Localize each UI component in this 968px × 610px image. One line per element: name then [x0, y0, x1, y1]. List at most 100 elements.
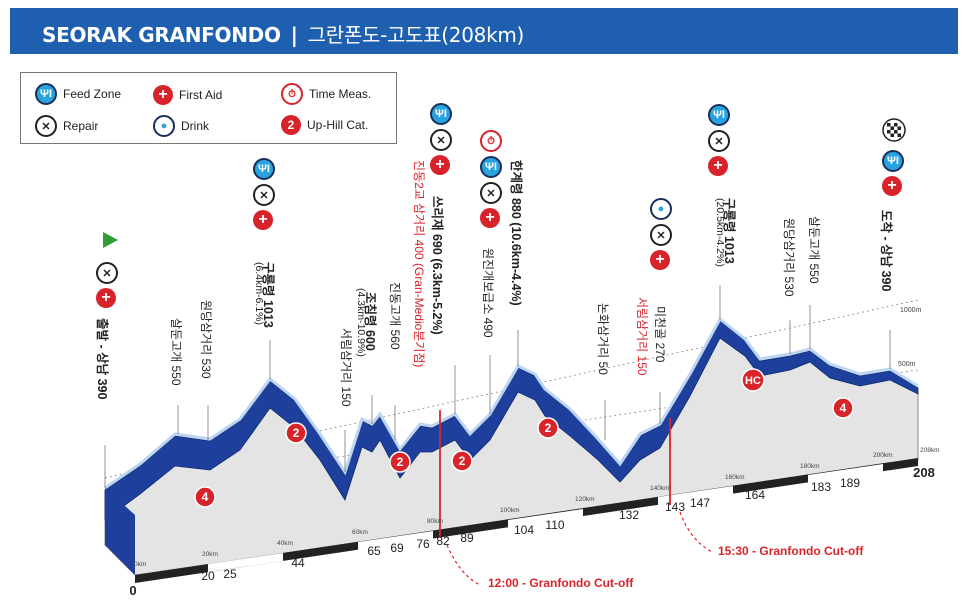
- cutoff-label-1: 12:00 - Granfondo Cut-off: [488, 576, 634, 590]
- km-point-147: 147: [689, 496, 711, 510]
- km-point-132: 132: [618, 508, 640, 522]
- guryong1-station-icons: ΨΙ ✕ +: [253, 158, 275, 230]
- km-point-189: 189: [839, 476, 861, 490]
- category-marker-1: [194, 486, 216, 508]
- label-salungogae2: 살둔고개 550: [807, 216, 821, 284]
- water-drop-icon: ●: [650, 198, 672, 220]
- category-label-1: 4: [202, 490, 209, 504]
- km-grid-label-20: 20km: [202, 551, 218, 558]
- label-jindonggogae: 진동고개 560: [388, 282, 402, 350]
- title-banner: SEORAK GRANFONDO | 그란폰도-고도표(208km): [10, 8, 958, 54]
- label-ssirijae: 쓰리재 690 (6.3km-5.2%): [430, 196, 444, 335]
- category-label-2: 2: [293, 426, 300, 440]
- wrench-screwdriver-icon: ✕: [480, 182, 502, 204]
- category-label-3: 2: [397, 455, 404, 469]
- category-marker-2: [285, 422, 307, 444]
- stopwatch-icon: ⏱: [281, 83, 303, 105]
- category-marker-6: [741, 368, 765, 392]
- start-station-icons: ✕ +: [96, 262, 118, 308]
- label-salungogae1: 살둔고개 550: [169, 318, 183, 386]
- category-markers: 4 2 2 2 2 HC 4: [194, 368, 854, 508]
- ssirijae-station-icons: ΨΙ ✕ +: [430, 103, 452, 175]
- category-marker-7: [832, 397, 854, 419]
- km-grid-label-80: 80km: [427, 518, 443, 525]
- km-point-0: 0: [129, 583, 137, 598]
- first-aid-icon: +: [253, 210, 273, 230]
- legend-repair-label: Repair: [63, 119, 99, 133]
- label-nonhwa: 논화삼거리 50: [596, 303, 610, 375]
- km-point-65: 65: [367, 544, 381, 558]
- wrench-screwdriver-icon: ✕: [430, 129, 452, 151]
- legend-feed-zone: ΨΙ Feed Zone: [35, 83, 121, 105]
- legend-uphill-cat: 2 Up-Hill Cat.: [281, 115, 368, 135]
- alt-500-label: 500m: [898, 361, 916, 368]
- profile-edge: [104, 316, 919, 490]
- stopwatch-icon: ⏱: [480, 130, 502, 152]
- legend-box: ΨΙ Feed Zone + First Aid ⏱ Time Meas. ✕ …: [20, 72, 397, 144]
- category-label-4: 2: [459, 454, 466, 468]
- label-wondang1: 원당삼거리 530: [199, 300, 213, 379]
- label-guryong2-grade: (20.5km-4.2%): [714, 198, 726, 267]
- km-grid-label-180: 180km: [800, 463, 820, 470]
- category-label-6: HC: [745, 375, 761, 387]
- legend-time-meas-label: Time Meas.: [309, 87, 372, 101]
- km-grid-label-160: 160km: [725, 474, 745, 481]
- km-point-104: 104: [513, 523, 535, 537]
- wrench-screwdriver-icon: ✕: [708, 130, 730, 152]
- legend-uphill-cat-label: Up-Hill Cat.: [307, 118, 369, 132]
- first-aid-icon: +: [650, 250, 670, 270]
- km-point-164: 164: [744, 488, 766, 502]
- first-aid-icon: +: [430, 155, 450, 175]
- first-aid-icon: +: [882, 176, 902, 196]
- alt-1000-label: 1000m: [900, 307, 922, 314]
- km-grid-labels: 0km 20km 40km 60km 80km 100km 120km 140k…: [134, 447, 940, 568]
- uphill-category-icon: 2: [281, 115, 301, 135]
- guryong2-station-icons: ΨΙ ✕ +: [708, 104, 730, 176]
- legend-drink-label: Drink: [181, 119, 210, 133]
- legend-drink: ● Drink: [153, 115, 209, 137]
- category-label-5: 2: [545, 421, 552, 435]
- legend-first-aid: + First Aid: [153, 85, 222, 105]
- km-point-183: 183: [810, 480, 832, 494]
- km-grid-label-40: 40km: [277, 540, 293, 547]
- legend-feed-zone-label: Feed Zone: [63, 87, 122, 101]
- km-point-20: 20: [201, 569, 215, 583]
- label-jindong2: 진동2교 삼거리 400 (Gran-Medio분기점): [412, 160, 426, 368]
- first-aid-icon: +: [708, 156, 728, 176]
- km-point-110: 110: [545, 518, 565, 532]
- km-grid-label-100: 100km: [500, 507, 520, 514]
- fork-knife-icon: ΨΙ: [430, 103, 452, 125]
- fork-knife-icon: ΨΙ: [253, 158, 275, 180]
- label-micheongol: 미천골 270: [653, 306, 667, 363]
- wrench-screwdriver-icon: ✕: [650, 224, 672, 246]
- finish-flag-icon: [882, 118, 906, 142]
- fork-knife-icon: ΨΙ: [882, 150, 904, 172]
- km-grid-label-60: 60km: [352, 529, 368, 536]
- fork-knife-icon: ΨΙ: [480, 156, 502, 178]
- km-point-44: 44: [291, 556, 305, 570]
- label-wondang2: 원당삼거리 530: [782, 218, 796, 297]
- km-point-208: 208: [913, 465, 935, 480]
- km-point-89: 89: [460, 531, 474, 545]
- first-aid-icon: +: [96, 288, 116, 308]
- fork-knife-icon: ΨΙ: [708, 104, 730, 126]
- category-marker-5: [537, 417, 559, 439]
- label-jocheolryeong-grade: (4.3km-10.9%): [355, 288, 367, 357]
- km-grid-label-208: 208km: [920, 447, 940, 454]
- page-title: SEORAK GRANFONDO | 그란폰도-고도표(208km): [42, 19, 524, 48]
- legend-time-meas: ⏱ Time Meas.: [281, 83, 371, 105]
- title-separator: |: [290, 23, 298, 47]
- finish-station-icons: ΨΙ +: [882, 150, 904, 196]
- hangyeryeong-station-icons: ⏱ ΨΙ ✕ +: [480, 130, 502, 228]
- cutoff-label-2: 15:30 - Granfondo Cut-off: [718, 544, 864, 558]
- title-main: SEORAK GRANFONDO: [42, 23, 281, 47]
- water-drop-icon: ●: [153, 115, 175, 137]
- first-aid-icon: +: [480, 208, 500, 228]
- label-start: 출발 - 상남 390: [95, 318, 109, 400]
- km-grid-label-120: 120km: [575, 496, 595, 503]
- category-marker-3: [389, 451, 411, 473]
- km-grid-label-200: 200km: [873, 452, 893, 459]
- label-hangyeryeong: 한계령 880 (10.6km-4.4%): [509, 160, 523, 306]
- fork-knife-icon: ΨΙ: [35, 83, 57, 105]
- wrench-screwdriver-icon: ✕: [35, 115, 57, 137]
